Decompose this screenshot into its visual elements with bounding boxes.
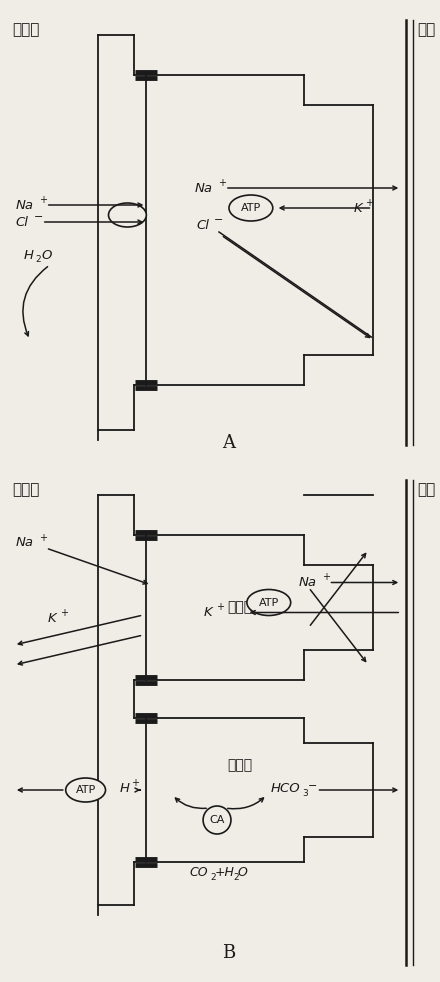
Text: Na: Na bbox=[16, 198, 34, 211]
Text: +: + bbox=[216, 603, 224, 613]
Text: Cl: Cl bbox=[196, 219, 209, 232]
Text: 小管液: 小管液 bbox=[12, 482, 39, 497]
Text: A: A bbox=[223, 434, 235, 452]
Text: +H: +H bbox=[215, 865, 235, 879]
Text: Na: Na bbox=[299, 576, 317, 589]
Text: 2: 2 bbox=[233, 872, 238, 882]
Text: O: O bbox=[238, 865, 248, 879]
Text: K: K bbox=[353, 201, 362, 214]
Text: H: H bbox=[24, 248, 34, 261]
Text: +: + bbox=[322, 573, 330, 582]
Text: CA: CA bbox=[209, 815, 225, 825]
Text: ATP: ATP bbox=[76, 785, 96, 795]
Text: +: + bbox=[39, 533, 47, 543]
Ellipse shape bbox=[229, 195, 273, 221]
Text: CO: CO bbox=[189, 865, 208, 879]
Text: 3: 3 bbox=[303, 789, 308, 797]
Text: HCO: HCO bbox=[271, 782, 301, 794]
Text: Na: Na bbox=[195, 182, 213, 194]
Text: ATP: ATP bbox=[259, 597, 279, 608]
Ellipse shape bbox=[109, 203, 147, 227]
Text: Na: Na bbox=[16, 536, 34, 550]
Text: 2: 2 bbox=[36, 255, 41, 264]
Circle shape bbox=[203, 806, 231, 834]
Ellipse shape bbox=[66, 778, 106, 802]
Text: 闰细胞: 闰细胞 bbox=[227, 758, 253, 772]
Text: Cl: Cl bbox=[16, 215, 29, 229]
Text: −: − bbox=[308, 781, 317, 791]
Text: +: + bbox=[218, 178, 226, 188]
Text: −: − bbox=[34, 212, 43, 222]
Text: −: − bbox=[214, 215, 224, 225]
Text: 血液: 血液 bbox=[417, 482, 435, 497]
Text: 血液: 血液 bbox=[417, 22, 435, 37]
Text: +: + bbox=[365, 198, 374, 208]
Text: 主细胞: 主细胞 bbox=[227, 601, 253, 615]
Text: +: + bbox=[39, 195, 47, 205]
Text: B: B bbox=[222, 944, 235, 962]
Text: K: K bbox=[204, 606, 213, 619]
Ellipse shape bbox=[247, 589, 291, 616]
Text: +: + bbox=[60, 608, 68, 618]
Text: O: O bbox=[42, 248, 52, 261]
Text: 2: 2 bbox=[210, 872, 216, 882]
Text: K: K bbox=[48, 612, 56, 625]
Text: H: H bbox=[120, 782, 129, 794]
Text: +: + bbox=[132, 778, 139, 788]
Text: ATP: ATP bbox=[241, 203, 261, 213]
Text: 小管液: 小管液 bbox=[12, 22, 39, 37]
